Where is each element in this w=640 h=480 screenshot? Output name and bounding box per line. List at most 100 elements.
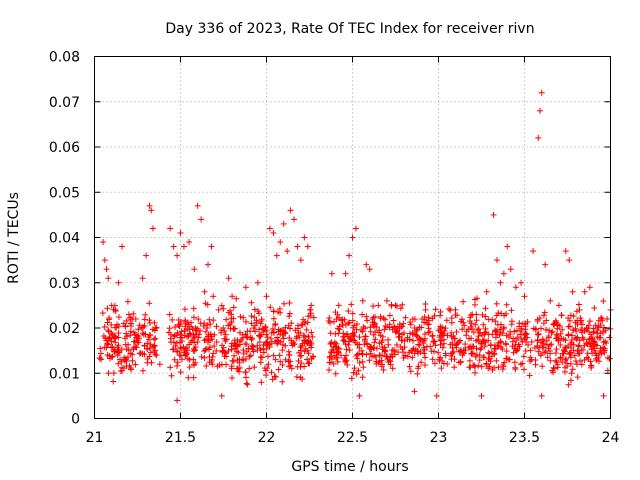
data-point <box>442 325 449 332</box>
data-point <box>432 306 439 313</box>
data-point <box>468 335 475 342</box>
data-point <box>406 349 413 356</box>
data-point <box>350 331 357 338</box>
data-point <box>518 325 525 332</box>
data-point <box>575 301 582 308</box>
data-point <box>221 327 228 334</box>
data-point <box>235 349 242 356</box>
data-point <box>127 314 134 321</box>
data-point <box>106 314 113 321</box>
data-point <box>295 357 302 364</box>
data-point <box>263 293 270 300</box>
x-tick-label: 23.5 <box>509 430 540 446</box>
data-point <box>300 332 307 339</box>
data-point <box>223 336 230 343</box>
data-point <box>248 313 255 320</box>
data-point <box>133 344 140 351</box>
data-point <box>443 317 450 324</box>
data-point <box>177 339 184 346</box>
data-point <box>565 381 572 388</box>
data-point <box>559 350 566 357</box>
data-point <box>538 89 545 96</box>
data-point <box>354 355 361 362</box>
data-point <box>282 342 289 349</box>
data-point <box>501 359 508 366</box>
data-point <box>586 328 593 335</box>
data-point <box>100 333 107 340</box>
data-point <box>206 316 213 323</box>
data-point <box>402 352 409 359</box>
data-point <box>335 302 342 309</box>
data-point <box>332 309 339 316</box>
data-point <box>553 359 560 366</box>
data-point <box>391 348 398 355</box>
data-point <box>128 366 135 373</box>
data-point <box>429 356 436 363</box>
data-point <box>169 346 176 353</box>
data-point <box>151 336 158 343</box>
data-point <box>345 308 352 315</box>
data-point <box>517 361 524 368</box>
data-point <box>388 302 395 309</box>
data-point <box>177 229 184 236</box>
data-point <box>352 339 359 346</box>
data-point <box>552 357 559 364</box>
data-point <box>141 342 148 349</box>
data-point <box>206 353 213 360</box>
data-point <box>477 346 484 353</box>
data-point <box>236 359 243 366</box>
data-point <box>375 329 382 336</box>
data-point <box>130 338 137 345</box>
data-point <box>458 316 465 323</box>
data-point <box>140 324 147 331</box>
data-point <box>573 335 580 342</box>
data-point <box>525 341 532 348</box>
data-point <box>527 347 534 354</box>
data-point <box>481 329 488 336</box>
data-point <box>221 348 228 355</box>
data-point <box>437 323 444 330</box>
data-point <box>376 340 383 347</box>
data-point <box>543 326 550 333</box>
data-point <box>587 358 594 365</box>
data-point <box>127 320 134 327</box>
data-point <box>104 319 111 326</box>
data-point <box>577 315 584 322</box>
data-point <box>527 358 534 365</box>
data-point <box>411 388 418 395</box>
data-point <box>528 356 535 363</box>
data-point <box>361 338 368 345</box>
data-point <box>174 362 181 369</box>
data-point <box>548 329 555 336</box>
data-point <box>206 359 213 366</box>
data-point <box>600 392 607 399</box>
data-point <box>483 288 490 295</box>
data-point <box>360 323 367 330</box>
data-point <box>218 329 225 336</box>
data-point <box>349 234 356 241</box>
data-point <box>112 307 119 314</box>
data-point <box>218 361 225 368</box>
data-point <box>492 318 499 325</box>
data-point <box>554 325 561 332</box>
data-point <box>181 327 188 334</box>
data-point <box>262 323 269 330</box>
data-point <box>297 374 304 381</box>
data-point <box>461 322 468 329</box>
data-point <box>364 341 371 348</box>
data-point <box>135 326 142 333</box>
data-point <box>379 337 386 344</box>
data-point <box>151 343 158 350</box>
data-point <box>567 312 574 319</box>
data-point <box>446 305 453 312</box>
data-point <box>539 344 546 351</box>
data-point <box>400 349 407 356</box>
data-point <box>370 303 377 310</box>
data-point <box>337 352 344 359</box>
data-point <box>513 347 520 354</box>
data-point <box>240 314 247 321</box>
data-point <box>218 392 225 399</box>
data-point <box>125 311 132 318</box>
data-point <box>561 346 568 353</box>
data-point <box>591 345 598 352</box>
